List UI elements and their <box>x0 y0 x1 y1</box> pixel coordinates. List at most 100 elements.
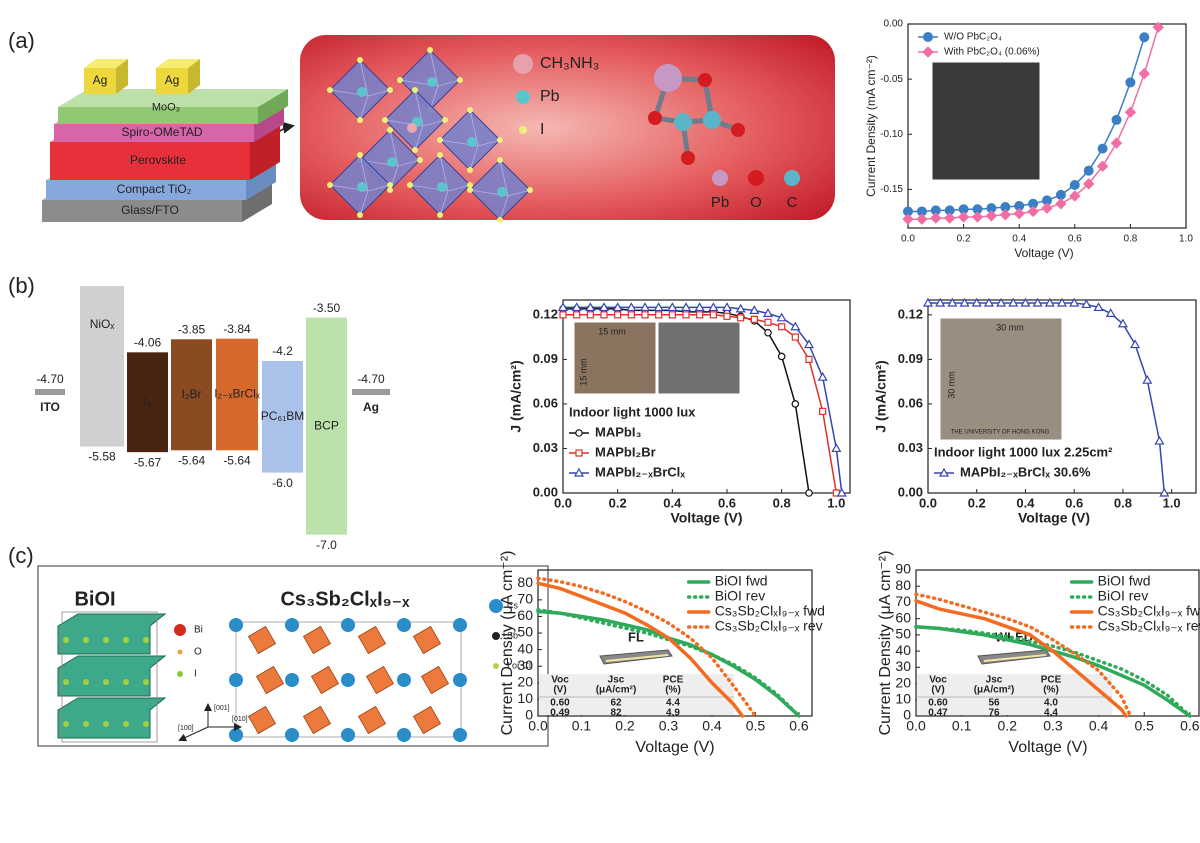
marker <box>667 302 678 312</box>
energy-value: -5.64 <box>178 453 206 467</box>
layer-front <box>42 200 242 222</box>
marker <box>696 311 704 319</box>
y-tick-label: 60 <box>517 607 533 623</box>
energy-value: -4.70 <box>357 372 385 386</box>
bioi-atom <box>123 637 129 643</box>
bioi-atom <box>103 637 109 643</box>
octahedron-edge <box>359 190 369 216</box>
i-atom <box>407 182 413 188</box>
marker <box>805 355 813 363</box>
marker <box>971 297 982 307</box>
i-atom <box>327 182 333 188</box>
layer-front <box>50 142 250 180</box>
table-header: (μA/cm²) <box>596 685 637 696</box>
layer-front <box>46 180 246 200</box>
y-tick-label: 20 <box>517 674 533 690</box>
x-tick-label: 0.6 <box>1068 234 1082 245</box>
marker <box>922 297 934 307</box>
lamp-light <box>983 654 1047 662</box>
legend-label: BiOI rev <box>715 588 766 604</box>
layer-front <box>54 124 254 142</box>
bioi-atom <box>83 679 89 685</box>
sb-octahedron <box>247 625 277 655</box>
layer-side <box>254 106 284 142</box>
i-atom <box>327 87 333 93</box>
x-axis-title: Voltage (V) <box>1014 246 1073 260</box>
y-tick-label: 80 <box>895 577 911 593</box>
bioi-atom <box>143 721 149 727</box>
legend-marker <box>575 429 583 437</box>
marker <box>1055 198 1067 210</box>
marker <box>709 311 717 319</box>
table-cell: 0.47 <box>928 708 948 719</box>
marker <box>680 302 692 312</box>
y-tick-label: 10 <box>895 690 911 706</box>
marker <box>694 302 705 312</box>
table-cell: 0.60 <box>550 698 570 709</box>
x-tick-label: 0.0 <box>906 718 926 734</box>
inset-label: 30 mm <box>946 371 956 399</box>
marker <box>1056 297 1068 307</box>
bioi-atom <box>83 637 89 643</box>
x-tick-label: 0.2 <box>615 718 635 734</box>
y-tick-label: 50 <box>517 624 533 640</box>
energy-value: -3.84 <box>223 322 251 336</box>
y-tick-label: 10 <box>517 690 533 706</box>
marker <box>819 407 827 415</box>
marker <box>1110 137 1123 149</box>
octahedron-edge <box>469 109 479 147</box>
marker <box>762 308 774 317</box>
series-line <box>536 581 745 718</box>
marker <box>1020 297 1031 307</box>
marker <box>943 212 956 224</box>
layer-label: MoO₃ <box>152 101 180 113</box>
table-header: (μA/cm²) <box>974 685 1015 696</box>
marker <box>836 487 847 497</box>
bioi-atom <box>63 637 69 643</box>
x-tick-label: 0.0 <box>919 495 937 510</box>
marker <box>1159 487 1170 497</box>
marker <box>682 311 690 319</box>
octahedron-edge <box>499 195 509 221</box>
i-atom <box>437 212 443 218</box>
legend-marker <box>923 32 933 42</box>
energy-value: -6.0 <box>272 476 293 490</box>
x-tick-label: 0.1 <box>952 718 972 734</box>
bioi-atom <box>63 721 69 727</box>
marker <box>1097 143 1108 154</box>
legend-label: Pb <box>540 88 560 105</box>
inset-photo <box>573 321 657 395</box>
electrode-top <box>156 59 200 68</box>
energy-band <box>262 361 303 473</box>
legend-label: CH₃NH₃ <box>540 55 599 72</box>
layer-label: Glass/FTO <box>121 203 179 217</box>
i-atom <box>357 57 363 63</box>
i-atom <box>437 152 443 158</box>
x-tick-label: 0.6 <box>718 495 736 510</box>
sb-octahedron <box>412 705 442 735</box>
x-tick-label: 0.0 <box>901 234 915 245</box>
layer-front <box>58 107 258 124</box>
i-atom <box>387 182 393 188</box>
y-tick-label: 30 <box>895 658 911 674</box>
pb-atom <box>427 77 437 87</box>
table-cell: 62 <box>610 698 622 709</box>
y-tick-label: 70 <box>517 591 533 607</box>
legend-label: BiOI fwd <box>1098 573 1151 589</box>
i-atom <box>357 152 363 158</box>
marker <box>1032 297 1043 307</box>
energy-name: PC₆₁BM <box>261 409 305 423</box>
sb-octahedron <box>365 665 395 695</box>
energy-value: -3.50 <box>313 301 341 315</box>
marker <box>737 314 745 322</box>
y-axis-title: J (mA/cm²) <box>508 360 524 432</box>
i-atom <box>382 117 388 123</box>
energy-level <box>352 389 390 395</box>
marker <box>721 302 733 312</box>
layer-side <box>242 182 272 222</box>
y-tick-label: 0.00 <box>898 484 923 499</box>
y-tick-label: 0.09 <box>898 351 923 366</box>
marker <box>959 297 970 307</box>
energy-name: I₂₋ₓBrClₓ <box>214 387 260 401</box>
